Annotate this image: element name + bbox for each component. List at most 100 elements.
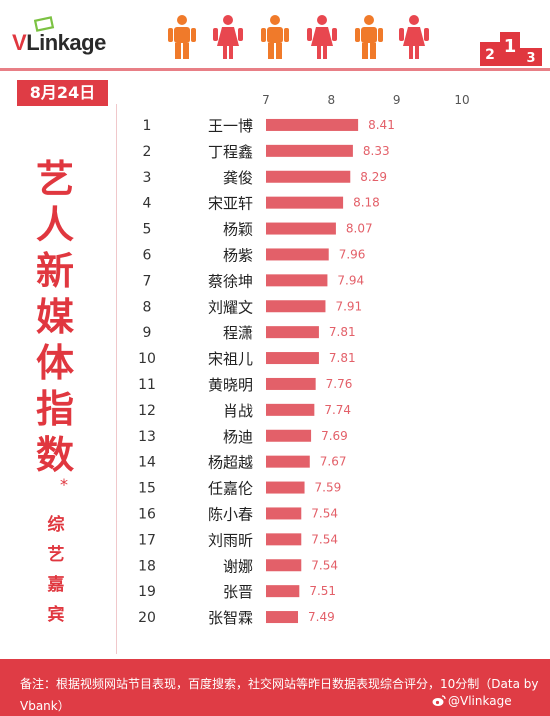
x-tick-label: 7 (262, 93, 270, 107)
rank-number: 5 (143, 222, 152, 238)
score-bar (266, 248, 329, 261)
artist-name: 蔡徐坤 (208, 272, 253, 290)
logo-mark-icon (34, 16, 55, 32)
title-char: 人 (35, 203, 74, 247)
artist-name: 程潇 (223, 324, 253, 342)
score-bar (266, 196, 344, 209)
score-label: 7.81 (329, 325, 356, 339)
vlinkage-logo: VLinkage (12, 30, 106, 56)
score-bar (266, 611, 299, 624)
score-bar (266, 144, 353, 157)
score-label: 8.07 (346, 222, 373, 236)
title-char: 体 (35, 341, 74, 385)
weibo-handle: @Vlinkage (448, 694, 512, 708)
score-bar (266, 274, 328, 287)
artist-name: 肖战 (223, 402, 253, 420)
header-divider (0, 68, 550, 71)
svg-text:2: 2 (485, 47, 495, 63)
vertical-title: 艺 人 新 媒 体 指 数 * (30, 156, 80, 494)
score-label: 7.94 (337, 273, 364, 287)
people-figures (166, 14, 436, 62)
score-label: 8.29 (360, 170, 387, 184)
footer-note: 备注：根据视频网站节目表现，百度搜索，社交网站等昨日数据表现综合评分，10分制（… (20, 677, 539, 713)
date-badge: 8月24日 (17, 80, 108, 106)
rank-number: 17 (138, 532, 156, 548)
svg-text:3: 3 (526, 51, 535, 66)
artist-name: 刘耀文 (208, 298, 253, 316)
score-bar (266, 170, 351, 183)
subtitle-char: 嘉 (47, 575, 65, 595)
title-asterisk: * (60, 475, 68, 494)
score-label: 7.81 (329, 351, 356, 365)
rank-number: 10 (138, 351, 156, 367)
score-bar (266, 403, 315, 416)
podium-icon: 1 2 3 (480, 32, 542, 66)
score-bar (266, 585, 300, 598)
title-char: 数 (35, 433, 74, 477)
score-label: 8.41 (368, 118, 395, 132)
rank-number: 19 (138, 584, 156, 600)
rank-number: 15 (138, 481, 156, 497)
score-label: 7.76 (326, 377, 353, 391)
artist-name: 陈小春 (208, 505, 253, 523)
male-figure-icon (168, 15, 196, 59)
score-bar (266, 222, 336, 235)
artist-name: 谢娜 (223, 557, 253, 575)
artist-name: 黄晓明 (208, 376, 253, 394)
title-char: 新 (35, 249, 74, 293)
subtitle-char: 综 (47, 515, 65, 535)
score-label: 8.33 (363, 144, 390, 158)
score-bar (266, 455, 310, 468)
subtitle-char: 艺 (47, 545, 65, 565)
artist-name: 杨迪 (223, 428, 253, 446)
score-bar (266, 533, 302, 546)
artist-name: 杨颖 (223, 221, 253, 239)
artist-name: 杨紫 (223, 246, 253, 264)
artist-name: 杨超越 (208, 454, 253, 472)
score-label: 7.49 (308, 610, 335, 624)
x-tick-label: 10 (454, 93, 469, 107)
score-label: 7.54 (311, 506, 338, 520)
rank-number: 8 (143, 299, 152, 315)
score-label: 8.18 (353, 196, 380, 210)
artist-name: 张智霖 (208, 609, 253, 627)
ranking-bar-chart: 7 8 9 10 1 王一博 8.41 2 丁程鑫 8.33 3 龚俊 8.29 4 宋亚轩 8.18 5 杨颖 8… (138, 93, 470, 627)
score-bar (266, 377, 316, 390)
artist-name: 宋亚轩 (208, 195, 253, 213)
rank-number: 2 (143, 144, 152, 160)
rank-number: 14 (138, 455, 156, 471)
male-figure-icon (355, 15, 383, 59)
column-separator (116, 104, 117, 654)
score-label: 7.54 (311, 558, 338, 572)
artist-name: 张晋 (223, 583, 253, 601)
rank-number: 18 (138, 558, 156, 574)
female-figure-icon (213, 15, 243, 59)
female-figure-icon (307, 15, 337, 59)
score-bar (266, 118, 359, 131)
score-label: 7.67 (320, 455, 347, 469)
rank-number: 3 (143, 170, 152, 186)
score-bar (266, 326, 319, 339)
artist-name: 任嘉伦 (208, 480, 253, 498)
score-bar (266, 507, 302, 520)
female-figure-icon (399, 15, 429, 59)
vertical-subtitle: 综 艺 嘉 宾 (44, 510, 68, 630)
artist-name: 刘雨昕 (208, 531, 253, 549)
score-label: 7.54 (311, 532, 338, 546)
title-char: 指 (35, 387, 74, 431)
male-figure-icon (261, 15, 289, 59)
svg-text:1: 1 (504, 36, 517, 57)
subtitle-char: 宾 (47, 605, 65, 625)
score-bar (266, 300, 326, 313)
score-label: 7.74 (324, 403, 351, 417)
x-tick-label: 9 (393, 93, 401, 107)
rank-number: 12 (138, 403, 156, 419)
rank-number: 20 (138, 610, 156, 626)
rank-number: 1 (143, 118, 152, 134)
x-tick-label: 8 (328, 93, 336, 107)
footer-bar (0, 659, 550, 716)
score-bar (266, 481, 305, 494)
rank-number: 7 (143, 273, 152, 289)
weibo-icon (432, 695, 446, 706)
artist-name: 龚俊 (223, 169, 253, 187)
